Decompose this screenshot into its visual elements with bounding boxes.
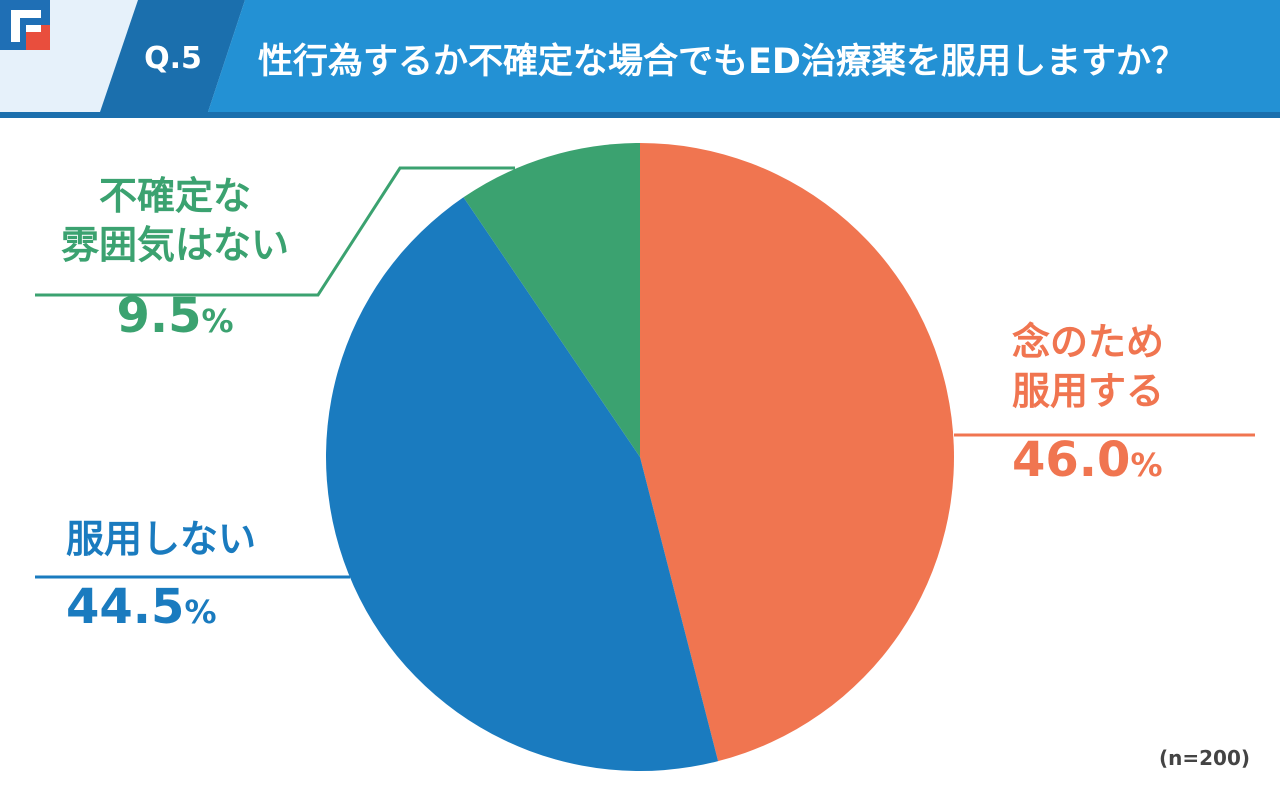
header-underline — [0, 112, 1280, 118]
label-take-just-in-case: 念のため 服用する 46.0% — [1012, 318, 1164, 491]
slice-value: 46.0 — [1012, 431, 1131, 488]
slice-value: 9.5 — [116, 287, 202, 344]
title-band — [208, 0, 1280, 112]
slice-unit: % — [1130, 445, 1163, 484]
label-no-atmosphere: 不確定な 雰囲気はない 9.5% — [50, 172, 300, 347]
slice-name-line: 雰囲気はない — [60, 223, 289, 268]
slice-name-line: 服用する — [1012, 369, 1165, 414]
brand-logo-icon — [0, 0, 50, 50]
page-title: 性行為するか不確定な場合でもED治療薬を服用しますか？ — [258, 41, 1186, 82]
leader-line-no-atmosphere — [35, 166, 515, 297]
sample-size-note: (n=200) — [1158, 746, 1250, 770]
pie-slice-1 — [325, 197, 719, 772]
question-number: Q.5 — [144, 40, 202, 76]
header-banner: Q.5 性行為するか不確定な場合でもED治療薬を服用しますか？ — [0, 0, 1280, 118]
slice-unit: % — [201, 301, 234, 340]
slice-name-line: 念のため — [1012, 320, 1165, 364]
slice-name-line: 服用しない — [66, 517, 257, 561]
header-background — [0, 0, 1280, 118]
pie-slice-0 — [640, 143, 954, 762]
slice-value: 44.5 — [66, 579, 185, 636]
slice-name-line: 不確定な — [98, 174, 251, 218]
pie-slice-2 — [463, 143, 640, 457]
label-do-not-take: 服用しない 44.5% — [66, 515, 256, 639]
question-number-band — [100, 0, 245, 112]
slice-unit: % — [184, 593, 217, 632]
